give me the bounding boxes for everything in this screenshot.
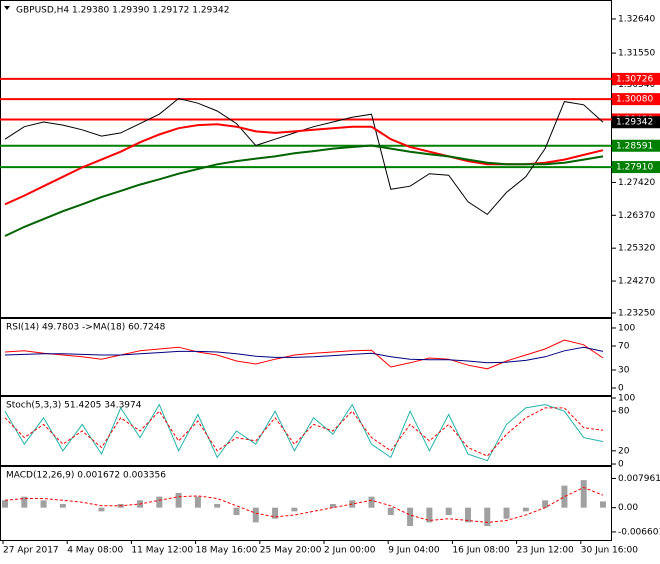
y-tick-label: 0.007961	[618, 474, 660, 484]
level-label: 1.27910	[616, 163, 653, 173]
histogram-bar	[98, 507, 105, 512]
y-tick-label: 1.30540	[618, 80, 655, 90]
y-tick-label: 70	[618, 341, 630, 351]
histogram-bar	[252, 507, 259, 523]
histogram-bar	[194, 496, 201, 508]
current-price: 1.29342	[616, 118, 653, 128]
histogram-bar	[522, 507, 529, 512]
series-line	[4, 346, 604, 364]
histogram-bar	[233, 507, 240, 516]
histogram-bar	[503, 507, 510, 519]
histogram-bar	[580, 480, 587, 508]
pane-title: GBPUSD,H4 1.29380 1.29390 1.29172 1.2934…	[16, 6, 229, 16]
price-box	[612, 116, 660, 129]
histogram-bar	[561, 485, 568, 508]
level-label: 1.30726	[616, 74, 653, 84]
x-tick-label: 9 Jun 04:00	[388, 546, 440, 556]
y-tick-label: 1.31550	[618, 49, 655, 59]
x-tick-label: 11 May 12:00	[131, 546, 193, 556]
series-line	[4, 407, 604, 457]
x-tick-label: 25 May 20:00	[260, 546, 322, 556]
histogram-bar	[387, 507, 394, 516]
x-tick-label: 30 Jun 16:00	[581, 546, 638, 556]
y-tick-label: -0.006601	[618, 527, 660, 537]
histogram-bar	[542, 500, 549, 508]
y-tick-label: 100	[618, 394, 635, 404]
level-box	[612, 139, 660, 152]
pane-frame	[0, 465, 612, 541]
pane-frame	[0, 395, 612, 467]
level-box	[612, 161, 660, 174]
y-tick-label: 0.00	[618, 503, 638, 513]
y-tick-label: 0	[618, 384, 624, 394]
series-line	[4, 144, 604, 237]
histogram-bar	[291, 507, 298, 512]
y-tick-label: 1.25320	[618, 244, 655, 254]
histogram-bar	[445, 507, 452, 516]
menu-arrow	[4, 6, 10, 10]
y-tick-label: 1.23250	[618, 308, 655, 318]
y-tick-label: 100	[618, 323, 635, 333]
level-box	[612, 93, 660, 106]
y-tick-label: 20	[618, 446, 630, 456]
histogram-bar	[59, 504, 66, 508]
histogram-bar	[464, 507, 471, 523]
histogram-bar	[329, 504, 336, 508]
y-tick-label: 80	[618, 407, 630, 417]
pane-frame	[0, 317, 612, 397]
histogram-bar	[2, 500, 8, 508]
histogram-bar	[407, 507, 414, 527]
y-tick-label: 1.24270	[618, 277, 655, 287]
x-tick-label: 16 Jun 08:00	[452, 546, 509, 556]
x-tick-label: 27 Apr 2017	[3, 546, 59, 556]
pane-title: Stoch(5,3,3) 51.4205 34.3974	[6, 401, 142, 411]
y-tick-label: 30	[618, 366, 630, 376]
x-tick-label: 4 May 08:00	[67, 546, 123, 556]
y-tick-label: 1.26370	[618, 211, 655, 221]
histogram-bar	[272, 507, 279, 519]
x-tick-label: 2 Jun 00:00	[324, 546, 376, 556]
level-label: 1.30080	[616, 95, 653, 105]
y-tick-label: 0	[618, 460, 624, 470]
histogram-bar	[40, 500, 47, 508]
y-tick-label: 1.32640	[618, 14, 655, 24]
histogram-bar	[156, 496, 163, 508]
histogram-bar	[175, 492, 182, 508]
histogram-bar	[426, 507, 433, 523]
level-label: 1.28591	[616, 141, 653, 151]
histogram-bar	[368, 496, 375, 508]
pane-title: MACD(12,26,9) 0.001672 0.003356	[6, 471, 166, 481]
histogram-bar	[484, 507, 491, 527]
histogram-bar	[21, 496, 28, 508]
histogram-bar	[600, 501, 606, 508]
x-tick-label: 18 May 16:00	[196, 546, 258, 556]
pane-title: RSI(14) 49.7803 ->MA(18) 60.7248	[6, 323, 166, 333]
histogram-bar	[214, 504, 221, 508]
pane-frame	[0, 0, 612, 319]
y-tick-label: 1.27420	[618, 178, 655, 188]
series-line	[4, 486, 604, 523]
level-box	[612, 72, 660, 85]
x-tick-label: 23 Jun 12:00	[517, 546, 574, 556]
